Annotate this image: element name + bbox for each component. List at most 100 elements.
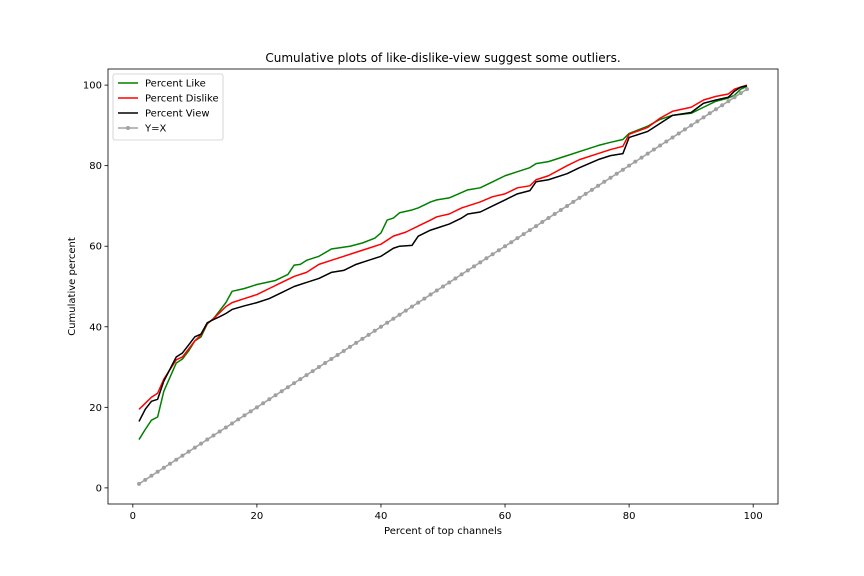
data-point	[726, 99, 731, 104]
data-point	[341, 348, 346, 353]
data-point	[378, 324, 383, 329]
data-point	[180, 453, 185, 458]
data-point	[701, 115, 706, 120]
data-point	[558, 207, 563, 212]
data-point	[298, 377, 303, 382]
data-point	[267, 397, 272, 402]
data-point	[651, 147, 656, 152]
data-point	[372, 328, 377, 333]
data-point	[211, 433, 216, 438]
axes-frame	[107, 68, 779, 505]
data-point	[329, 357, 334, 361]
data-point	[707, 111, 712, 116]
data-point	[459, 272, 464, 277]
data-point	[682, 127, 687, 132]
data-point	[161, 465, 166, 470]
data-point	[614, 171, 619, 176]
data-point	[658, 143, 663, 148]
data-point	[434, 288, 439, 293]
data-point	[627, 163, 632, 168]
data-point	[360, 336, 365, 341]
data-point	[534, 224, 539, 229]
data-point	[149, 473, 154, 478]
data-point	[583, 191, 588, 196]
x-tick-label: 60	[499, 511, 512, 522]
data-point	[217, 429, 222, 434]
data-point	[453, 276, 458, 281]
x-tick-label: 100	[744, 511, 763, 522]
data-point	[571, 199, 576, 204]
data-point	[552, 212, 557, 216]
data-point	[465, 268, 470, 273]
legend: Percent Like Percent Dislike Percent View Y…	[112, 73, 224, 141]
plot-area	[107, 68, 779, 505]
data-point	[205, 437, 210, 442]
data-point	[515, 236, 520, 241]
x-tick-label: 20	[251, 511, 264, 522]
data-point	[565, 203, 570, 208]
data-point	[546, 216, 551, 221]
data-point	[242, 413, 247, 418]
data-point	[168, 461, 173, 466]
data-point	[155, 469, 160, 474]
data-point	[484, 256, 489, 261]
data-point	[422, 296, 427, 301]
data-point	[186, 449, 191, 454]
data-point	[602, 179, 607, 184]
data-point	[744, 87, 749, 92]
data-point	[316, 365, 321, 370]
data-point	[236, 417, 241, 422]
data-point	[447, 280, 452, 285]
legend-label: Percent View	[145, 109, 210, 120]
data-point	[509, 240, 514, 245]
data-point	[391, 316, 396, 321]
series-layer	[137, 84, 749, 486]
legend-item: Percent Dislike	[118, 94, 219, 105]
data-point	[639, 155, 644, 160]
legend-label: Y=X	[144, 124, 166, 135]
data-point	[441, 284, 445, 289]
y-tick-label: 80	[89, 161, 102, 172]
legend-box	[112, 73, 224, 141]
data-point	[490, 252, 495, 257]
data-point	[137, 481, 142, 486]
y-axis: 0 20 40 60 80 100	[83, 81, 108, 494]
data-point	[174, 457, 179, 462]
legend-label: Percent Dislike	[145, 94, 219, 105]
data-point	[689, 123, 694, 128]
data-point	[527, 228, 532, 233]
data-point	[397, 312, 402, 317]
data-point	[676, 131, 681, 136]
x-tick-label: 0	[130, 511, 136, 522]
data-point	[261, 401, 266, 406]
y-tick-label: 60	[89, 242, 102, 253]
legend-item: Y=X	[118, 124, 166, 135]
data-point	[428, 292, 433, 297]
data-point	[248, 409, 253, 414]
y-axis-label: Cumulative percent	[67, 237, 78, 336]
data-point	[589, 187, 594, 192]
data-point	[409, 304, 414, 309]
data-point	[577, 195, 582, 200]
data-point	[199, 441, 204, 446]
data-point	[496, 248, 501, 253]
x-axis: 0 20 40 60 80 100	[130, 504, 763, 522]
data-point	[713, 107, 718, 112]
data-point	[670, 135, 675, 140]
legend-label: Percent Like	[145, 79, 206, 90]
data-point	[285, 385, 290, 390]
series-percent-view	[138, 85, 748, 422]
legend-item: Percent Like	[118, 79, 206, 90]
legend-marker	[126, 126, 130, 130]
data-point	[354, 340, 359, 345]
data-point	[385, 320, 390, 325]
data-point	[596, 183, 601, 188]
data-point	[620, 167, 625, 172]
data-point	[664, 139, 669, 144]
data-point	[323, 361, 328, 366]
data-point	[503, 244, 508, 249]
data-point	[310, 369, 315, 374]
data-point	[192, 445, 197, 450]
data-point	[633, 159, 638, 164]
